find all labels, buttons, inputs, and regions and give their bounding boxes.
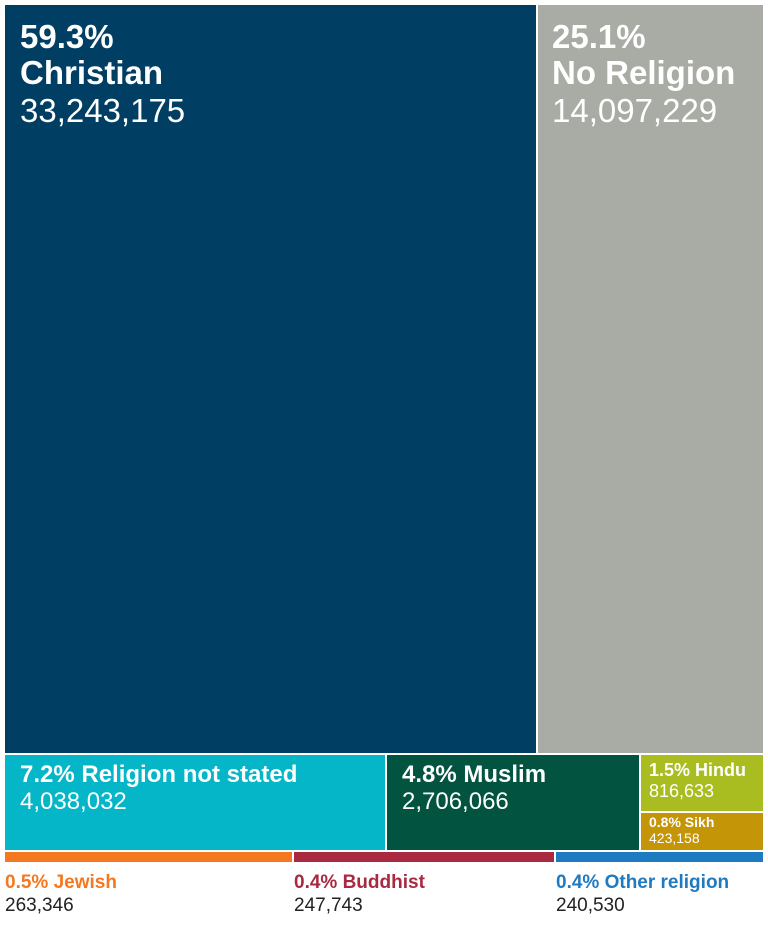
tile-sikh: 0.8% Sikh 423,158 — [641, 813, 763, 850]
hindu-percent-label: 1.5% Hindu — [649, 760, 747, 780]
no-religion-percent: 25.1% — [552, 18, 646, 55]
bar-buddhist — [294, 852, 554, 862]
jewish-count: 263,346 — [5, 894, 74, 916]
bar-other-religion — [556, 852, 763, 862]
sikh-count: 423,158 — [649, 830, 700, 847]
christian-percent: 59.3% — [20, 18, 114, 55]
christian-count: 33,243,175 — [20, 91, 186, 129]
label-jewish: 0.5% Jewish 263,346 — [5, 872, 117, 918]
tile-no-religion: 25.1% No Religion 14,097,229 — [538, 5, 763, 753]
christian-label: Christian — [20, 54, 164, 92]
tile-religion-not-stated: 7.2% Religion not stated 4,038,032 — [5, 755, 385, 850]
label-other-religion: 0.4% Other religion 240,530 — [556, 872, 729, 918]
buddhist-percent-label: 0.4% Buddhist — [294, 872, 425, 893]
no-religion-label: No Religion — [552, 54, 736, 92]
muslim-percent-label: 4.8% Muslim — [402, 761, 547, 788]
tile-christian: 59.3% Christian 33,243,175 — [5, 5, 536, 753]
other-religion-percent-label: 0.4% Other religion — [556, 872, 730, 893]
not-stated-percent-label: 7.2% Religion not stated — [20, 761, 298, 788]
bar-jewish — [5, 852, 292, 862]
no-religion-count: 14,097,229 — [552, 91, 718, 129]
label-buddhist: 0.4% Buddhist 247,743 — [294, 872, 425, 918]
muslim-count: 2,706,066 — [402, 788, 509, 816]
tile-muslim: 4.8% Muslim 2,706,066 — [387, 755, 639, 850]
sikh-percent-label: 0.8% Sikh — [649, 814, 715, 830]
not-stated-count: 4,038,032 — [20, 788, 127, 816]
buddhist-count: 247,743 — [294, 894, 363, 916]
hindu-count: 816,633 — [649, 780, 715, 801]
other-religion-count: 240,530 — [556, 894, 625, 916]
jewish-percent-label: 0.5% Jewish — [5, 872, 117, 893]
tile-hindu: 1.5% Hindu 816,633 — [641, 755, 763, 811]
